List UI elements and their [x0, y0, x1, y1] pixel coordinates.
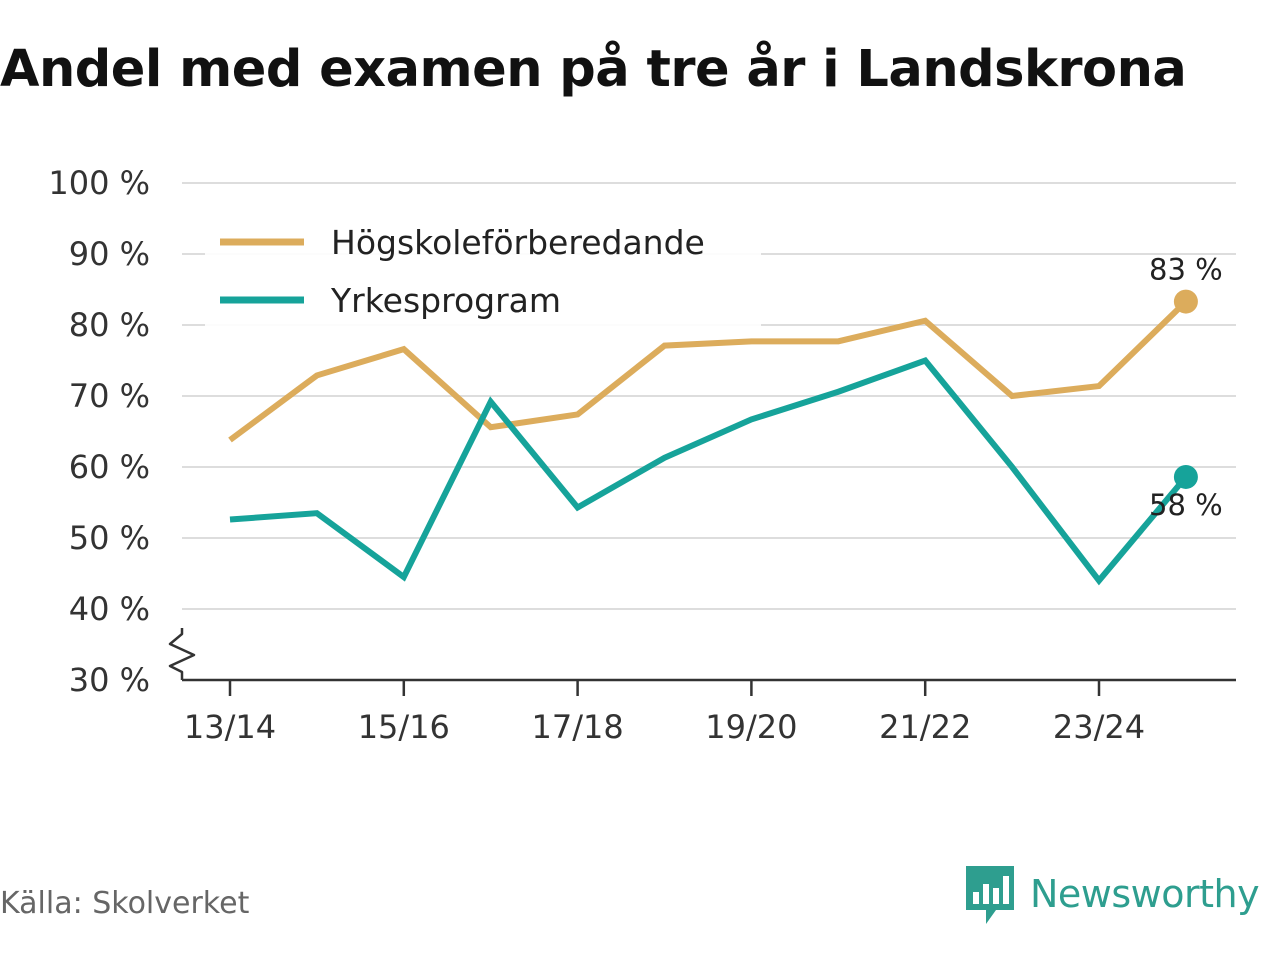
x-tick-label-13/14: 13/14 [184, 708, 276, 746]
x-tick-label-21/22: 21/22 [879, 708, 971, 746]
brand-name: Newsworthy [1030, 872, 1260, 916]
brand-logo-group[interactable]: Newsworthy [964, 862, 1260, 926]
y-tick-label-50: 50 % [69, 519, 150, 557]
end-labels: 83 % 58 % [1149, 253, 1223, 522]
data-series [228, 289, 1198, 586]
series-line-yrkesprogram [229, 356, 1189, 586]
y-tick-label-60: 60 % [69, 448, 150, 486]
end-marker-1 [1173, 464, 1198, 489]
x-tick-label-23/24: 23/24 [1053, 708, 1145, 746]
x-tick-label-15/16: 15/16 [358, 708, 450, 746]
source-note: Källa: Skolverket [0, 886, 250, 921]
y-tick-label-100: 100 % [48, 164, 150, 202]
legend: Högskoleförberedande Yrkesprogram [205, 212, 761, 330]
y-axis-break-icon [168, 628, 196, 680]
end-label-0: 83 % [1149, 253, 1223, 287]
y-tick-label-90: 90 % [69, 235, 150, 273]
legend-label-0: Högskoleförberedande [331, 223, 705, 262]
y-tick-label-40: 40 % [69, 590, 150, 628]
x-tick-label-17/18: 17/18 [531, 708, 623, 746]
end-marker-0 [1173, 289, 1198, 314]
y-tick-label-70: 70 % [69, 377, 150, 415]
y-tick-label-80: 80 % [69, 306, 150, 344]
chart-title: Andel med examen på tre år i Landskrona [0, 40, 1187, 99]
newsworthy-logo-icon [966, 866, 1014, 924]
series-line-hogskoleforberedande [228, 299, 1188, 443]
y-axis-ticks: 30 % 40 % 50 % 60 % 70 % 80 % 90 % 100 % [48, 164, 150, 699]
legend-label-1: Yrkesprogram [330, 281, 561, 320]
x-tick-label-19/20: 19/20 [705, 708, 797, 746]
end-label-1: 58 % [1149, 488, 1223, 522]
y-tick-label-30: 30 % [69, 661, 150, 699]
x-axis: 13/14 15/16 17/18 19/20 21/22 23/24 [168, 628, 1236, 746]
legend-background [205, 212, 761, 330]
